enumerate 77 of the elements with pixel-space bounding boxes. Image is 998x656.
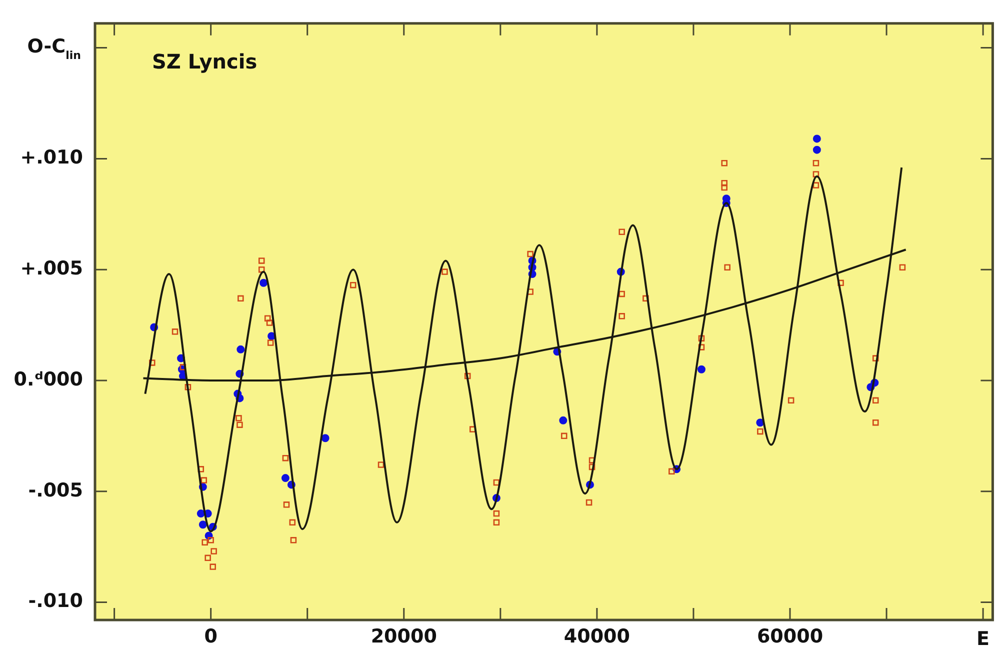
point bbox=[267, 340, 274, 346]
point bbox=[180, 364, 186, 370]
point bbox=[588, 457, 596, 464]
point bbox=[721, 180, 728, 186]
point bbox=[264, 315, 271, 322]
point bbox=[559, 416, 568, 424]
point bbox=[469, 426, 476, 432]
point bbox=[812, 182, 820, 188]
x-tick-label: 60000 bbox=[756, 625, 824, 648]
y-tick-label: -.005 bbox=[28, 479, 83, 502]
point bbox=[464, 372, 471, 380]
point bbox=[872, 355, 879, 362]
point bbox=[586, 499, 592, 506]
point bbox=[198, 520, 207, 529]
point bbox=[210, 548, 217, 554]
point bbox=[236, 422, 243, 428]
x-tick-label: 20000 bbox=[370, 625, 437, 648]
point bbox=[527, 250, 534, 258]
point bbox=[236, 415, 242, 422]
point bbox=[283, 502, 290, 508]
point bbox=[282, 454, 289, 462]
point bbox=[258, 266, 265, 273]
point bbox=[721, 160, 728, 166]
point bbox=[350, 282, 356, 288]
y-tick-label: -.010 bbox=[28, 590, 83, 612]
point bbox=[812, 146, 821, 154]
point bbox=[698, 344, 705, 350]
x-axis-title: E bbox=[976, 628, 990, 650]
point bbox=[321, 434, 330, 442]
point bbox=[899, 264, 906, 270]
x-tick-label: 40000 bbox=[564, 625, 630, 648]
y-tick-label: 0.ᵈ000 bbox=[14, 368, 83, 390]
point bbox=[618, 228, 625, 235]
point bbox=[202, 539, 208, 546]
point bbox=[204, 554, 211, 562]
point bbox=[493, 510, 500, 517]
point bbox=[238, 295, 244, 302]
point bbox=[788, 397, 794, 404]
point bbox=[289, 519, 296, 526]
y-tick-label: +.010 bbox=[20, 146, 83, 169]
point bbox=[757, 428, 764, 435]
point bbox=[266, 320, 273, 326]
point bbox=[258, 258, 265, 264]
point bbox=[196, 510, 205, 518]
point bbox=[698, 335, 705, 342]
point bbox=[812, 160, 820, 166]
point bbox=[560, 432, 568, 440]
point bbox=[208, 537, 214, 544]
point bbox=[668, 468, 675, 475]
point bbox=[281, 474, 290, 482]
x-tick-label: 0 bbox=[204, 625, 218, 648]
point bbox=[149, 360, 156, 366]
point bbox=[493, 519, 500, 526]
point bbox=[812, 134, 821, 143]
point bbox=[236, 345, 245, 354]
point bbox=[697, 365, 706, 374]
point bbox=[618, 313, 625, 320]
point bbox=[724, 264, 730, 270]
point bbox=[642, 295, 649, 302]
point bbox=[290, 537, 297, 544]
point bbox=[493, 479, 500, 486]
y-tick-label: +.005 bbox=[20, 258, 83, 280]
point bbox=[184, 384, 192, 390]
point bbox=[172, 328, 178, 335]
point bbox=[872, 419, 879, 426]
point bbox=[872, 397, 879, 404]
point bbox=[618, 290, 625, 298]
point bbox=[260, 278, 268, 287]
point bbox=[210, 564, 216, 570]
point bbox=[442, 268, 448, 275]
text: SZ Lyncis bbox=[152, 50, 258, 74]
point bbox=[378, 462, 384, 468]
point bbox=[200, 477, 208, 484]
point bbox=[721, 184, 728, 191]
point bbox=[812, 171, 820, 178]
point bbox=[838, 280, 844, 286]
point bbox=[588, 464, 596, 470]
